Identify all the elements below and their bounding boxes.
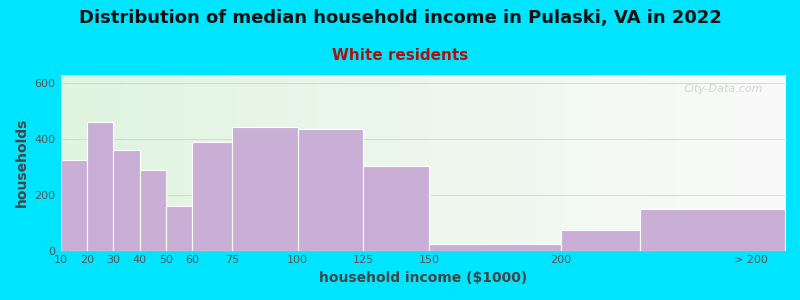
Y-axis label: households: households (15, 118, 29, 208)
Text: White residents: White residents (332, 48, 468, 63)
Text: Distribution of median household income in Pulaski, VA in 2022: Distribution of median household income … (78, 9, 722, 27)
Bar (363, 166, 430, 250)
Bar (87, 122, 114, 250)
Bar (61, 160, 87, 250)
Bar (561, 230, 640, 250)
Bar (192, 142, 232, 250)
Bar (640, 209, 785, 250)
Text: City-Data.com: City-Data.com (684, 84, 763, 94)
X-axis label: household income ($1000): household income ($1000) (318, 271, 527, 285)
Bar (232, 127, 298, 250)
Bar (139, 170, 166, 250)
Bar (114, 150, 139, 250)
Bar (430, 244, 561, 250)
Bar (166, 206, 192, 250)
Bar (298, 129, 363, 250)
